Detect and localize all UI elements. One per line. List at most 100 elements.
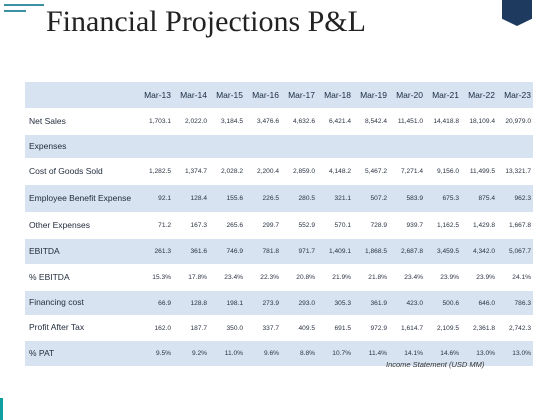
value-cell: 2,200.4 [245,158,281,185]
value-cell: 1,162.5 [425,212,461,239]
value-cell [245,134,281,159]
value-cell: 350.0 [209,315,245,341]
value-cell: 962.3 [497,184,533,213]
value-cell: 13,321.7 [497,158,533,185]
column-header: Mar-15 [209,82,245,109]
column-header: Mar-22 [461,82,497,109]
row-label: Employee Benefit Expense [25,184,137,213]
value-cell: 226.5 [245,184,281,213]
value-cell: 2,361.8 [461,315,497,341]
value-cell: 1,868.5 [353,238,389,265]
value-cell [389,134,425,159]
value-cell: 2,022.0 [173,108,209,135]
value-cell: 71.2 [137,212,173,239]
column-header: Mar-14 [173,82,209,109]
value-cell: 155.6 [209,184,245,213]
value-cell: 4,632.6 [281,108,317,135]
row-label: Financing cost [25,290,137,316]
value-cell: 507.2 [353,184,389,213]
value-cell: 781.8 [245,238,281,265]
value-cell: 2,687.8 [389,238,425,265]
value-cell: 972.9 [353,315,389,341]
value-cell: 5,067.7 [497,238,533,265]
value-cell: 746.9 [209,238,245,265]
value-cell: 128.4 [173,184,209,213]
value-cell: 167.3 [173,212,209,239]
value-cell: 675.3 [425,184,461,213]
value-cell: 21.9% [317,264,353,291]
value-cell: 9.2% [173,340,209,366]
column-header: Mar-13 [137,82,173,109]
page-title: Financial Projections P&L [46,5,366,38]
value-cell: 17.8% [173,264,209,291]
row-label: Cost of Goods Sold [25,158,137,185]
column-header: Mar-20 [389,82,425,109]
value-cell: 2,859.0 [281,158,317,185]
value-cell: 187.7 [173,315,209,341]
value-cell: 261.3 [137,238,173,265]
value-cell [497,134,533,159]
value-cell: 5,467.2 [353,158,389,185]
value-cell: 273.9 [245,290,281,316]
table-body: Net Sales 1,703.1 2,022.0 3,184.5 3,476.6 4,6… [25,108,533,366]
value-cell: 939.7 [389,212,425,239]
value-cell: 9.5% [137,340,173,366]
table-row: Net Sales 1,703.1 2,022.0 3,184.5 3,476.6 4,6… [25,108,533,135]
value-cell [425,134,461,159]
value-cell: 23.9% [461,264,497,291]
value-cell: 22.3% [245,264,281,291]
value-cell: 265.6 [209,212,245,239]
value-cell: 8.8% [281,340,317,366]
value-cell: 24.1% [497,264,533,291]
pl-table: Mar-13 Mar-14 Mar-15 Mar-16 Mar-17 Mar-1… [25,82,533,366]
value-cell: 361.6 [173,238,209,265]
value-cell: 198.1 [209,290,245,316]
left-edge-marker [0,398,3,420]
value-cell: 11,499.5 [461,158,497,185]
value-cell: 1,409.1 [317,238,353,265]
table-row: Employee Benefit Expense 92.1 128.4 155.6 22… [25,184,533,213]
value-cell: 20,979.0 [497,108,533,135]
value-cell: 786.3 [497,290,533,316]
row-label: Profit After Tax [25,315,137,341]
title-accent-line [4,4,44,6]
table-row: Cost of Goods Sold 1,282.5 1,374.7 2,028.2 2… [25,158,533,185]
header-corner-cell [25,82,137,109]
value-cell: 1,429.8 [461,212,497,239]
value-cell: 14.6% [425,340,461,366]
value-cell: 337.7 [245,315,281,341]
value-cell: 500.6 [425,290,461,316]
value-cell: 293.0 [281,290,317,316]
value-cell [353,134,389,159]
value-cell: 728.9 [353,212,389,239]
value-cell: 1,703.1 [137,108,173,135]
table-header: Mar-13 Mar-14 Mar-15 Mar-16 Mar-17 Mar-1… [25,82,533,109]
value-cell: 23.4% [209,264,245,291]
table-row: % EBITDA 15.3% 17.8% 23.4% 22.3% 20.8% 21.9% 21… [25,264,533,291]
value-cell: 14,418.8 [425,108,461,135]
corner-bookmark-tab [502,0,532,26]
value-cell: 2,028.2 [209,158,245,185]
row-label: Other Expenses [25,212,137,239]
table-row: Other Expenses 71.2 167.3 265.6 299.7 552.9 57… [25,212,533,239]
value-cell [461,134,497,159]
column-header: Mar-21 [425,82,461,109]
value-cell: 3,184.5 [209,108,245,135]
row-label: % PAT [25,340,137,366]
value-cell: 1,667.8 [497,212,533,239]
value-cell: 23.9% [425,264,461,291]
value-cell: 280.5 [281,184,317,213]
row-label: Net Sales [25,108,137,135]
value-cell: 128.8 [173,290,209,316]
value-cell: 8,542.4 [353,108,389,135]
value-cell: 321.1 [317,184,353,213]
value-cell: 3,476.6 [245,108,281,135]
value-cell: 646.0 [461,290,497,316]
row-label: Expenses [25,134,137,159]
column-header: Mar-18 [317,82,353,109]
value-cell: 7,271.4 [389,158,425,185]
value-cell: 162.0 [137,315,173,341]
value-cell: 552.9 [281,212,317,239]
value-cell [317,134,353,159]
value-cell: 971.7 [281,238,317,265]
